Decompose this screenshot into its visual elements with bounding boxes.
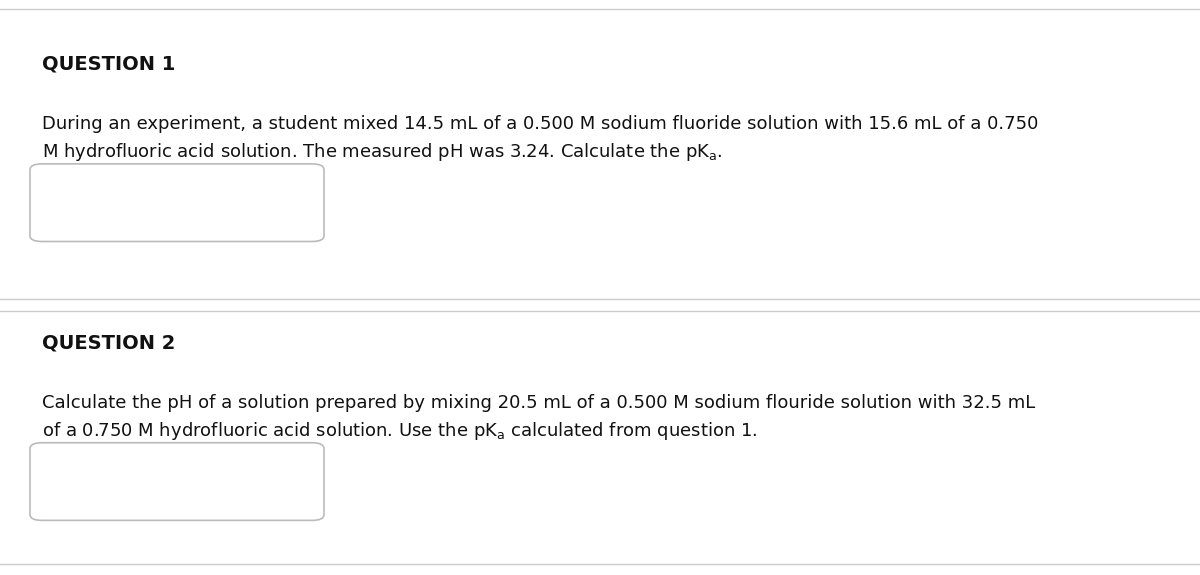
Text: QUESTION 2: QUESTION 2 [42,334,175,352]
Text: Calculate the pH of a solution prepared by mixing 20.5 mL of a 0.500 M sodium fl: Calculate the pH of a solution prepared … [42,394,1036,412]
Text: During an experiment, a student mixed 14.5 mL of a 0.500 M sodium fluoride solut: During an experiment, a student mixed 14… [42,115,1038,133]
Text: of a 0.750 M hydrofluoric acid solution. Use the pK$_{\mathrm{a}}$ calculated fr: of a 0.750 M hydrofluoric acid solution.… [42,420,757,442]
Text: M hydrofluoric acid solution. The measured pH was 3.24. Calculate the pK$_{\math: M hydrofluoric acid solution. The measur… [42,141,722,163]
FancyBboxPatch shape [30,443,324,520]
FancyBboxPatch shape [30,164,324,242]
Text: QUESTION 1: QUESTION 1 [42,55,175,74]
